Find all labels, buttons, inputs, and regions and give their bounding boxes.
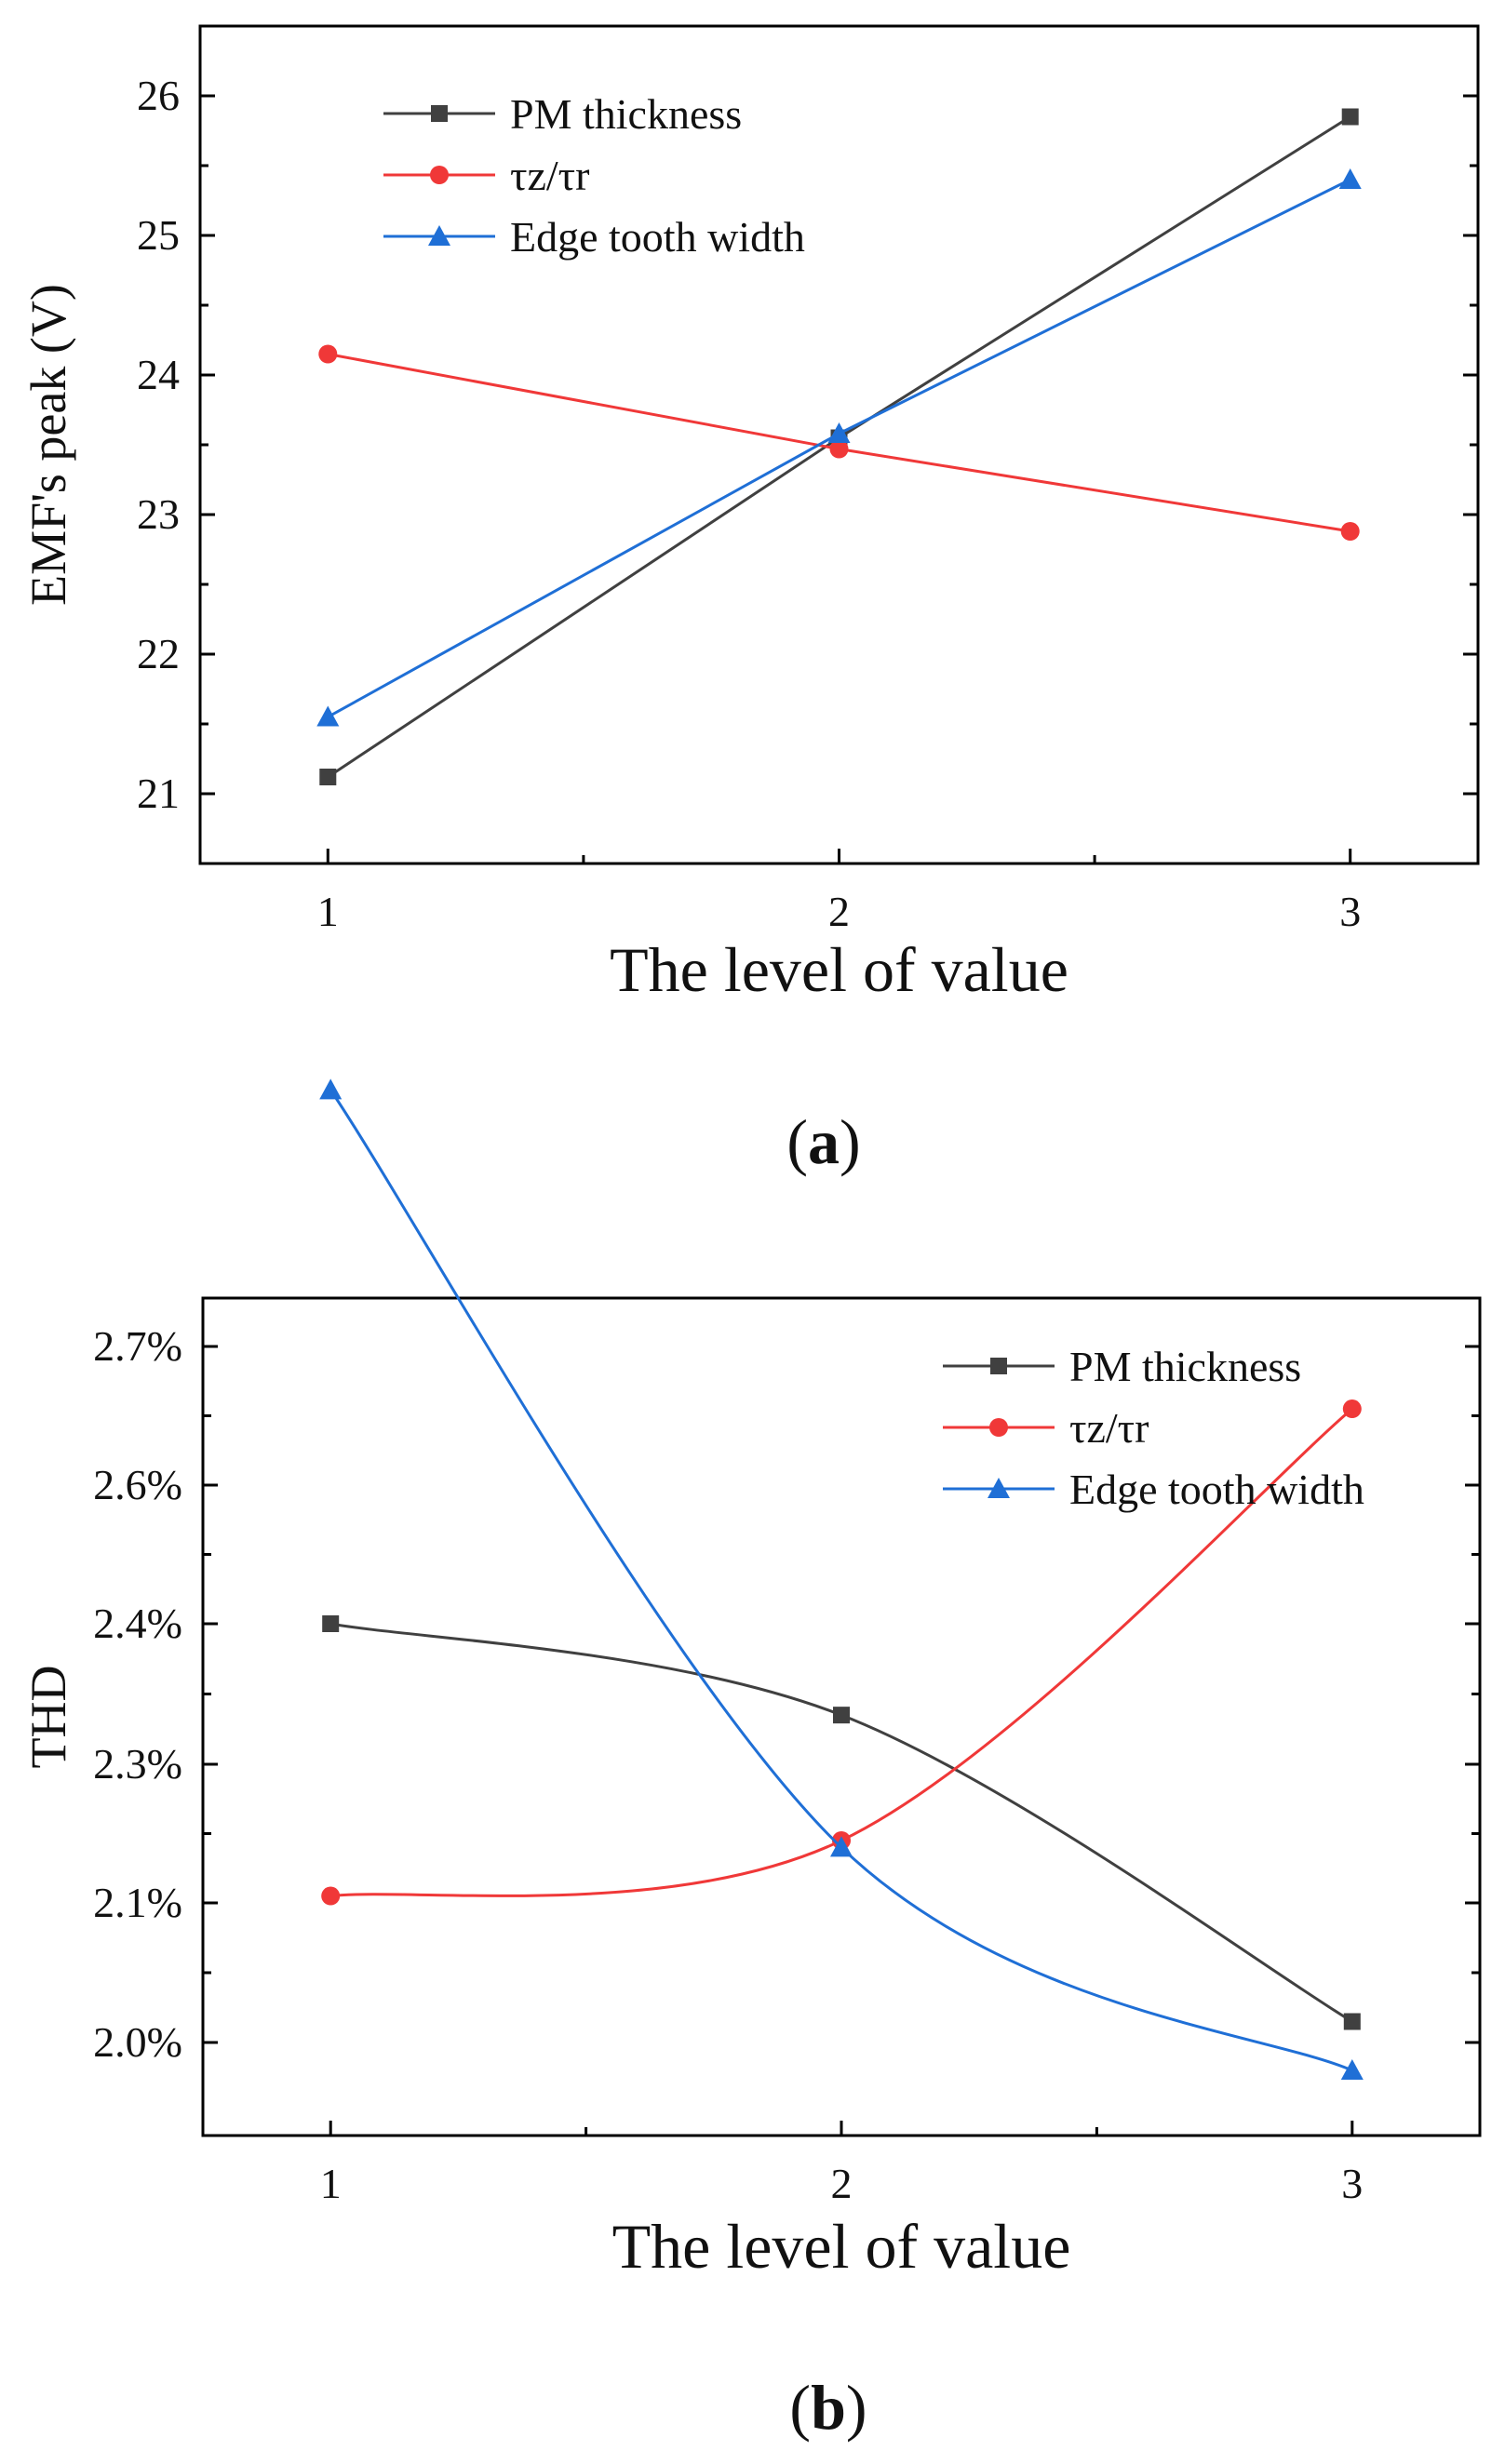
x-axis-title: The level of value (612, 2211, 1071, 2282)
legend-marker-triangle (428, 225, 450, 246)
caption-letter: b (811, 2372, 846, 2443)
data-point-circle (1340, 522, 1360, 541)
legend: PM thickness τz/τr Edge tooth width (383, 90, 805, 261)
y-tick-label: 22 (137, 630, 180, 677)
series--z-r (321, 1399, 1362, 1906)
series-pm-thickness (322, 1615, 1361, 2030)
x-tick-label: 3 (1341, 2160, 1363, 2207)
panel-caption: (a) (786, 1106, 860, 1177)
series-line (330, 1407, 1353, 1898)
data-point-triangle (1340, 2059, 1364, 2080)
panel-caption: (b) (789, 2372, 867, 2443)
y-axis-title: EMF's peak (V) (20, 284, 76, 606)
data-point-circle (318, 344, 338, 364)
data-point-circle (1342, 1399, 1362, 1419)
y-tick-label: 21 (137, 770, 180, 817)
y-tick-label: 2.0% (93, 2018, 182, 2066)
y-tick-label: 26 (137, 72, 180, 119)
x-tick-label: 3 (1339, 888, 1361, 935)
x-tick-label: 1 (317, 888, 339, 935)
data-point-triangle (830, 1836, 853, 1857)
data-point-square (319, 769, 337, 785)
y-tick-label: 2.3% (93, 1740, 182, 1788)
data-point-circle (321, 1886, 341, 1906)
series-edge-tooth-width (316, 168, 1362, 727)
y-tick-label: 2.7% (93, 1322, 182, 1370)
data-point-triangle (1338, 168, 1362, 189)
y-tick-label: 2.1% (93, 1879, 182, 1926)
legend-marker-circle (989, 1418, 1008, 1437)
legend-marker-triangle (988, 1478, 1010, 1498)
legend-label: Edge tooth width (510, 213, 805, 261)
x-tick-label: 2 (831, 2160, 853, 2207)
data-point-triangle (316, 705, 340, 727)
data-point-square (322, 1615, 340, 1632)
legend-label: τz/τr (510, 152, 590, 199)
x-axis-title: The level of value (610, 934, 1068, 1005)
legend-marker-circle (430, 166, 449, 184)
chart-panel-b: 1 2 3 2.0% 2.1% 2.3% 2.4% 2.6% 2.7% The level of … (20, 1078, 1482, 2443)
series-line (329, 1622, 1353, 2023)
x-tick-label: 1 (320, 2160, 342, 2207)
legend-label: PM thickness (1069, 1343, 1301, 1390)
data-point-circle (829, 439, 849, 459)
series-edge-tooth-width (319, 1078, 1364, 2080)
data-point-square (1341, 108, 1359, 126)
legend-label: τz/τr (1069, 1404, 1149, 1452)
legend-marker-square (431, 105, 448, 122)
y-tick-label: 2.4% (93, 1600, 182, 1647)
y-axis-title: THD (20, 1666, 76, 1769)
legend-label: Edge tooth width (1069, 1466, 1364, 1513)
data-point-square (833, 1707, 850, 1724)
y-tick-label: 25 (137, 211, 180, 259)
series--z-r (318, 344, 1360, 541)
series-line (329, 1089, 1353, 2072)
y-tick-label: 23 (137, 490, 180, 538)
data-point-triangle (827, 422, 851, 443)
legend-label: PM thickness (510, 90, 742, 138)
data-point-triangle (319, 1078, 343, 1100)
y-tick-label: 24 (137, 351, 180, 398)
legend-marker-square (990, 1358, 1007, 1374)
legend: PM thickness τz/τr Edge tooth width (943, 1343, 1364, 1513)
data-point-square (1343, 2013, 1361, 2030)
caption-letter: a (808, 1106, 840, 1177)
y-tick-label: 2.6% (93, 1461, 182, 1508)
x-tick-label: 2 (828, 888, 850, 935)
